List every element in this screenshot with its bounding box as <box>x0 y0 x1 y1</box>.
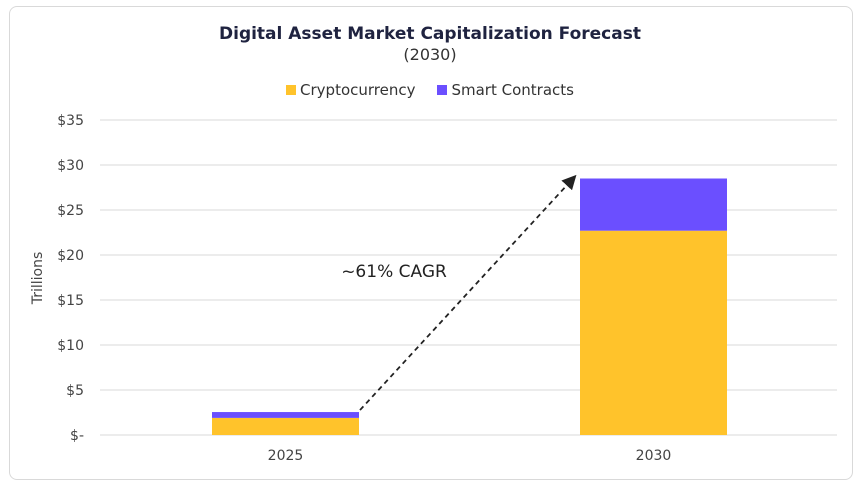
chart-title: Digital Asset Market Capitalization Fore… <box>219 24 641 44</box>
legend-item-smart-contracts: Smart Contracts <box>437 81 574 99</box>
legend-label: Smart Contracts <box>451 81 574 99</box>
y-tick-label: $- <box>70 428 84 444</box>
bar-smart-contracts-2030 <box>580 178 727 231</box>
y-tick-label: $30 <box>57 158 84 174</box>
chart-card <box>9 6 853 480</box>
y-tick-label: $35 <box>57 113 84 129</box>
y-tick-label: $25 <box>57 203 84 219</box>
legend-label: Cryptocurrency <box>300 81 416 99</box>
bar-cryptocurrency-2030 <box>580 230 727 435</box>
y-tick-label: $15 <box>57 293 84 309</box>
y-tick-label: $5 <box>66 383 84 399</box>
x-tick-label: 2025 <box>268 448 304 464</box>
legend-swatch-smart-contracts <box>437 85 448 95</box>
chart-subtitle: (2030) <box>403 45 457 64</box>
bar-cryptocurrency-2025 <box>212 417 359 435</box>
legend-swatch-cryptocurrency <box>286 85 297 95</box>
bar-smart-contracts-2025 <box>212 412 359 418</box>
cagr-annotation: ~61% CAGR <box>341 262 447 282</box>
x-tick-label: 2030 <box>636 448 672 464</box>
y-axis-label: Trillions <box>30 252 46 306</box>
legend-item-cryptocurrency: Cryptocurrency <box>286 81 415 99</box>
y-tick-label: $10 <box>57 338 84 354</box>
legend: Cryptocurrency Smart Contracts <box>0 81 860 99</box>
y-tick-label: $20 <box>57 248 84 264</box>
cagr-arrow <box>359 174 577 411</box>
